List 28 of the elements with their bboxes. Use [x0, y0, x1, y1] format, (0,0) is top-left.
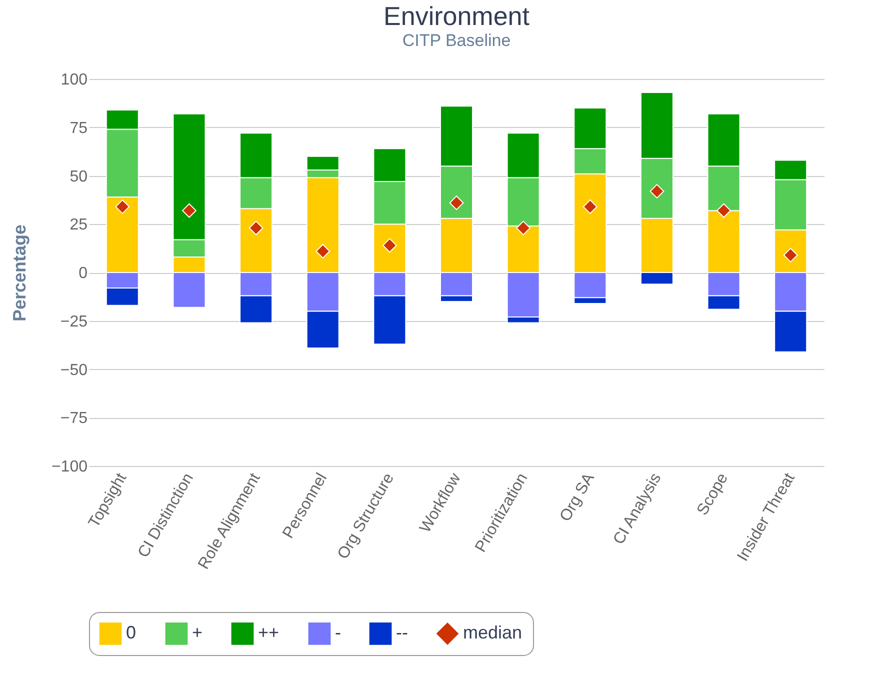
point [716, 203, 731, 218]
point [582, 200, 598, 214]
chart-subtitle: CITP Baseline [402, 31, 511, 50]
y-axis-title: Percentage [9, 224, 30, 322]
legend-label: - [335, 622, 341, 643]
chart-title: Environment [384, 1, 530, 31]
point [182, 203, 196, 218]
legend-label: median [463, 622, 522, 643]
point [316, 244, 330, 258]
x-tick-label: Org SA [556, 470, 598, 524]
y-tick-label: −100 [51, 458, 88, 476]
y-tick-label: 100 [60, 72, 88, 88]
legend-label: 0 [126, 622, 136, 643]
y-tick-label: 50 [70, 168, 88, 186]
y-tick-label: 0 [78, 265, 88, 282]
point [449, 196, 464, 210]
legend-label: ++ [258, 622, 280, 643]
y-tick-label: −25 [60, 313, 88, 330]
legend-label: + [192, 622, 203, 643]
legend-label: -- [396, 622, 408, 643]
y-tick-label: −75 [60, 410, 88, 428]
y-tick-label: 75 [70, 120, 88, 137]
y-tick-label: 25 [70, 216, 88, 234]
point [516, 220, 531, 236]
point [650, 184, 664, 198]
y-tick-label: −50 [60, 362, 88, 379]
point [248, 220, 264, 236]
point [115, 200, 130, 214]
